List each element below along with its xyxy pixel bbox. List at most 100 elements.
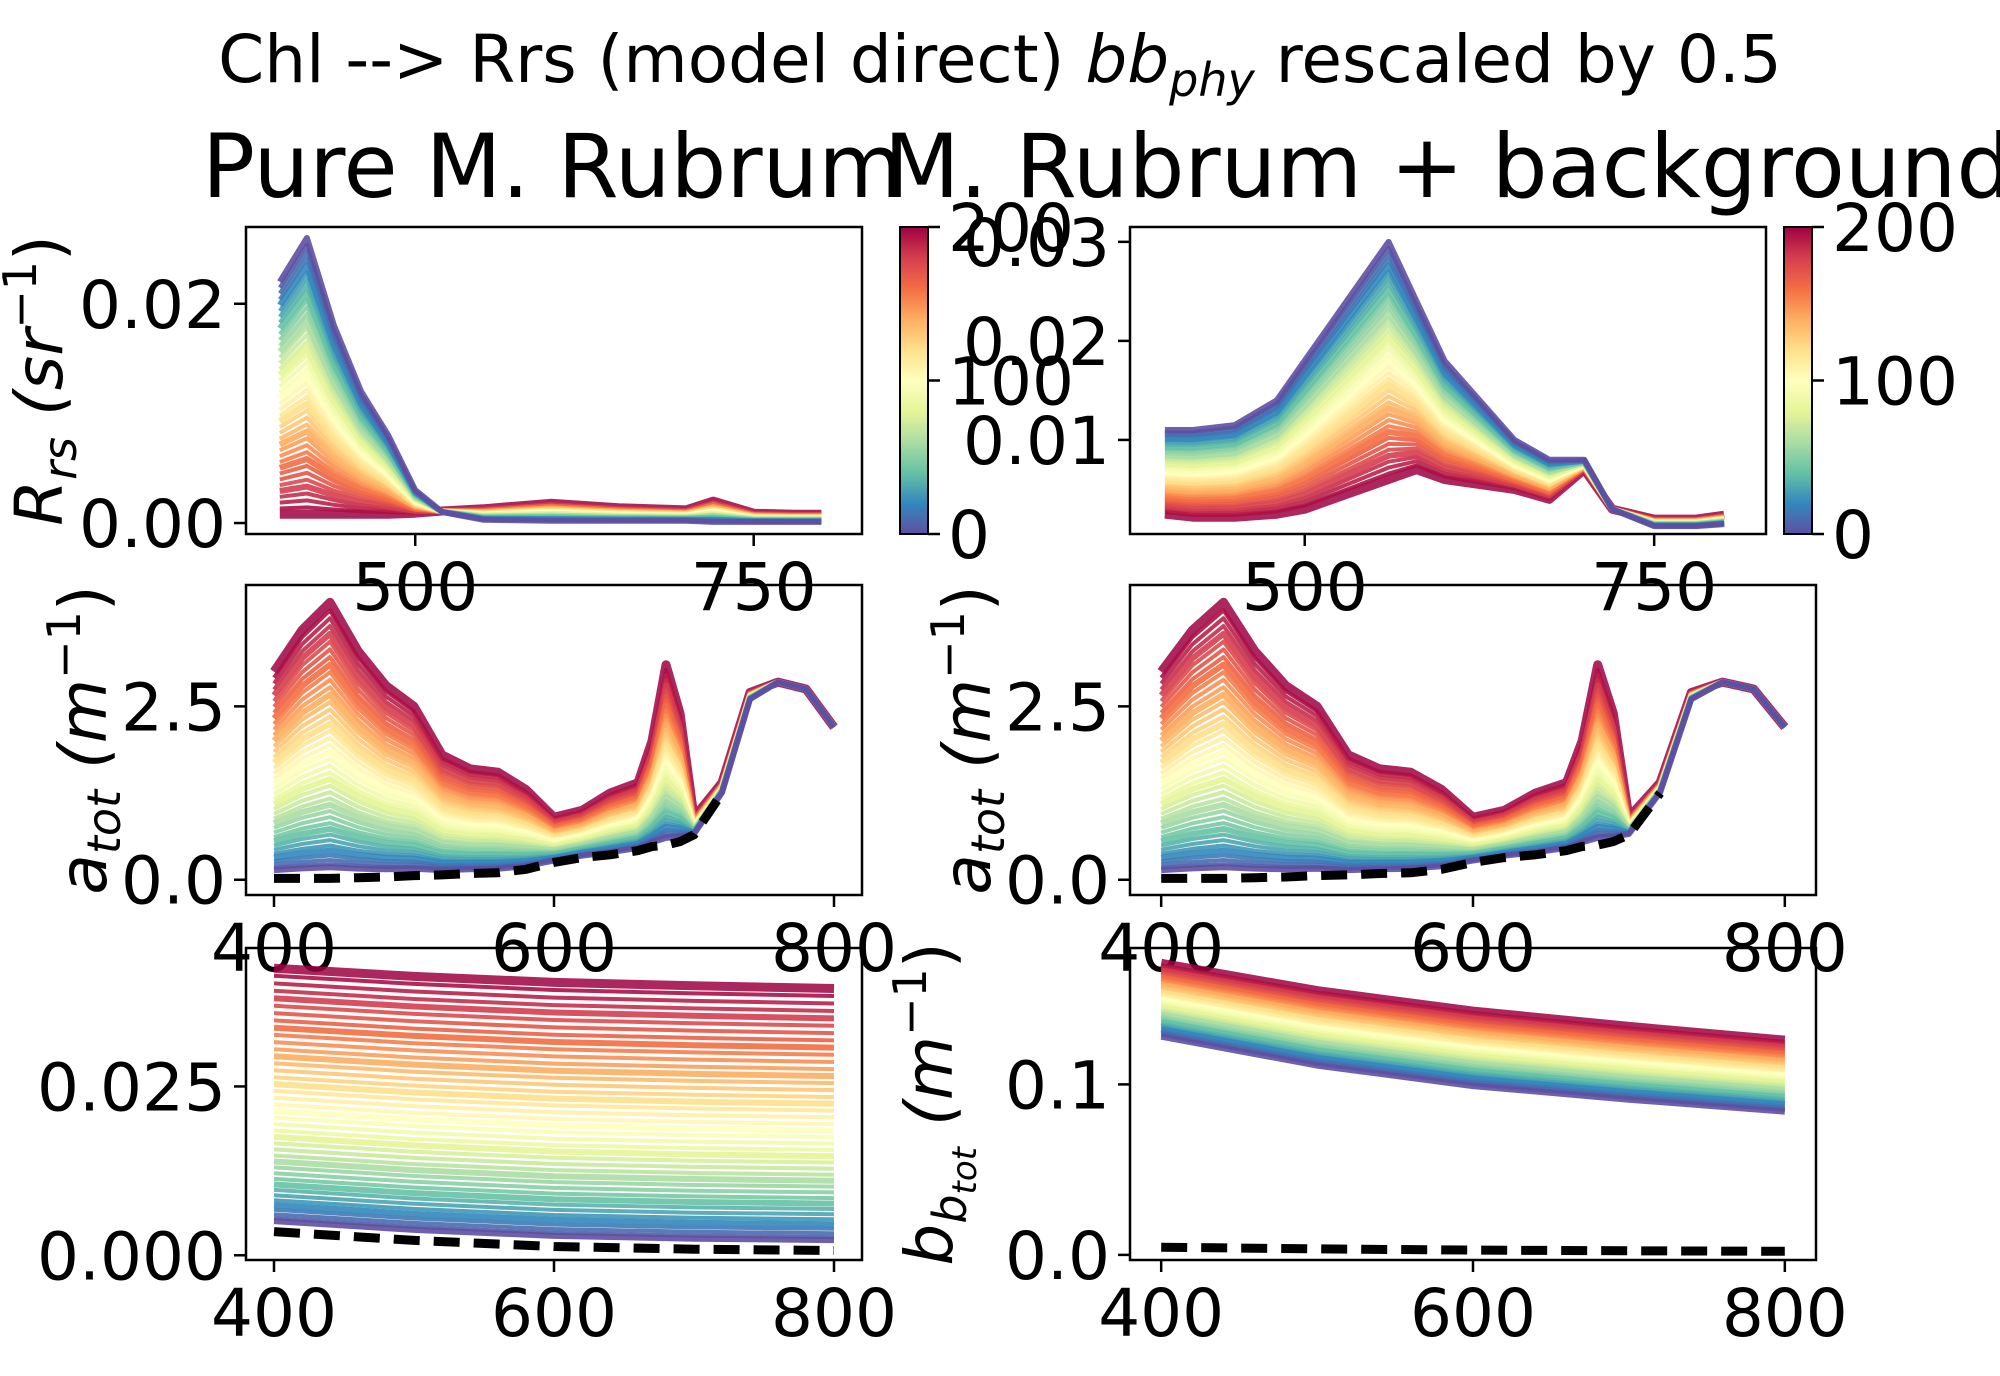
series-line [273,973,835,998]
y-tick-label: 0.1 [1005,1047,1110,1124]
y-tick-label: 0.0 [1005,843,1110,920]
series-line [273,1040,835,1064]
series-line [273,1088,835,1113]
y-tick-label: 0.01 [963,403,1110,480]
series-line [273,1081,835,1107]
series-line [273,1095,835,1120]
x-tick-label: 750 [691,549,817,626]
series-line [273,1153,835,1177]
colorbar-tick-label: 100 [948,344,1074,421]
axes-frame [244,225,864,536]
series-line [273,1108,835,1134]
y-tick-label: 0.0 [121,843,226,920]
y-tick-label: 0.02 [963,304,1110,381]
series-line [273,1068,835,1093]
background-line [1161,790,1664,883]
x-tick-label: 600 [1410,1275,1536,1352]
colorbar-tick-label: 200 [1832,190,1958,267]
y-axis-label: atot (m−1) [37,585,131,894]
series-line [1164,238,1725,530]
series-line [273,1047,835,1072]
y-axis-label: atot (m−1) [921,585,1015,894]
background-line [273,1227,835,1255]
series-line [273,1133,835,1160]
series-line [273,1207,835,1231]
series-line [273,1061,835,1086]
series-line [273,1202,835,1228]
series-line [273,1181,835,1207]
x-tick-label: 500 [352,549,478,626]
series-line [277,235,822,525]
axes-frame [1128,225,1768,536]
series-line [273,1198,835,1222]
y-tick-label: 2.5 [1005,669,1110,746]
colorbar-right: 0 100 200 [1783,190,1958,574]
x-tick-label: 800 [771,1275,897,1352]
series-line [273,1011,835,1036]
y-axis-label: bbtot (m−1) [883,942,985,1265]
x-tick-label: 750 [1591,549,1717,626]
series-line [1160,1033,1786,1115]
colorbar-tick-label: 0 [1832,497,1874,574]
y-tick-label: 2.5 [121,669,226,746]
background-line [1161,1242,1785,1256]
y-tick-label: 0.025 [37,1049,226,1126]
series-line [273,679,837,874]
series-group [273,963,835,1255]
colorbar-left: 0 100 200 [899,190,1074,574]
x-tick-label: 500 [1242,549,1368,626]
series-line [273,1165,835,1189]
series-line [273,1187,835,1211]
suptitle: Chl --> Rrs (model direct) bbphy rescale… [218,21,1782,107]
x-tick-label: 800 [1722,1275,1848,1352]
series-group [1164,238,1725,530]
series-group [1157,597,1789,883]
series-line [273,1147,835,1171]
y-tick-label: 0.0 [1005,1218,1110,1295]
series-line [273,1115,835,1140]
background-line [274,790,726,883]
y-tick-label: 0.00 [79,486,226,563]
series-line [273,1032,835,1057]
y-tick-label: 0.02 [79,267,226,344]
series-line [273,1075,835,1099]
series-line [273,1122,835,1146]
series-line [273,995,835,1022]
colorbar-tick-label: 0 [948,497,990,574]
series-line [273,1212,835,1236]
series-line [273,1018,835,1043]
series-line [273,1003,835,1028]
colorbar-right-bar [1783,226,1813,535]
y-tick-label: 0.000 [37,1218,226,1295]
y-tick-label: 0.03 [963,205,1110,282]
panel-bg-rrs: 500 750 0.01 0.02 0.03 [963,205,1768,626]
series-line [273,981,835,1006]
series-line [273,1218,835,1244]
series-line [273,1193,835,1217]
series-line [273,988,835,1013]
series-line [273,1141,835,1165]
x-tick-label: 400 [1098,1275,1224,1352]
series-line [273,1176,835,1201]
series-line [273,1102,835,1126]
y-axis-label: Rrs (sr−1) [0,235,87,526]
series-group [277,235,822,525]
series-line [273,1171,835,1195]
series-line [273,1024,835,1051]
series-line [273,1053,835,1080]
series-line [273,1158,835,1184]
series-group [270,597,838,883]
colorbar-tick-label: 100 [1832,344,1958,421]
colorbar-left-bar [899,226,929,535]
series-line [273,963,835,993]
x-tick-label: 400 [211,1275,337,1352]
series-line [273,1128,835,1152]
left-column-title: Pure M. Rubrum [202,115,904,218]
panel-bg-bbtot: 400 600 800 0.0 0.1 [1005,946,1848,1352]
right-column-title: M. Rubrum + background [884,115,2000,218]
series-group [1160,958,1786,1256]
